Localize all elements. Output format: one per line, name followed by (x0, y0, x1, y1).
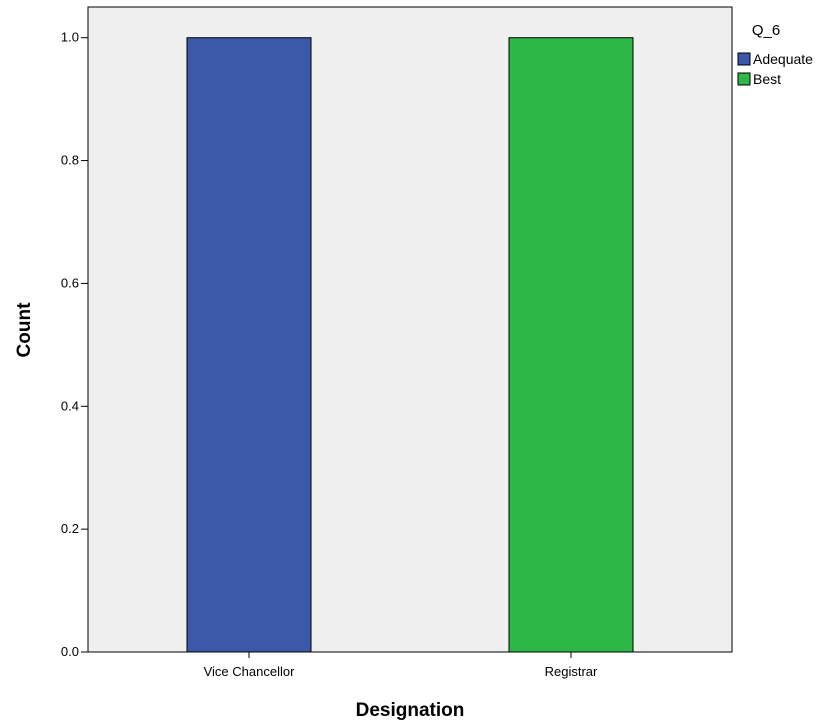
bars (186, 37, 634, 653)
legend-swatch-adequate (737, 52, 751, 66)
legend-swatch-best (737, 72, 751, 86)
y-tick-label: 0.4 (61, 398, 79, 413)
y-tick-label: 0.2 (61, 521, 79, 536)
legend-label-adequate: Adequate (753, 51, 813, 67)
y-tick-label: 1.0 (61, 30, 79, 45)
y-tick-label: 0.8 (61, 153, 79, 168)
y-axis-title: Count (14, 302, 35, 358)
y-tick-label: 0.0 (61, 644, 79, 659)
y-tick-label: 0.6 (61, 275, 79, 290)
bar-adequate-vice-chancellor (186, 37, 312, 653)
legend-title: Q_6 (752, 22, 780, 39)
x-tick-label: Vice Chancellor (204, 664, 295, 679)
x-tick-label: Registrar (545, 664, 598, 679)
legend: Q_6 Adequate Best (737, 22, 813, 87)
x-axis-title: Designation (356, 700, 465, 721)
y-axis: 0.0 0.2 0.4 0.6 0.8 1.0 (61, 30, 88, 659)
x-axis: Vice Chancellor Registrar (204, 652, 598, 679)
plot-area (87, 6, 733, 653)
bar-best-registrar (508, 37, 634, 653)
legend-label-best: Best (753, 71, 781, 87)
